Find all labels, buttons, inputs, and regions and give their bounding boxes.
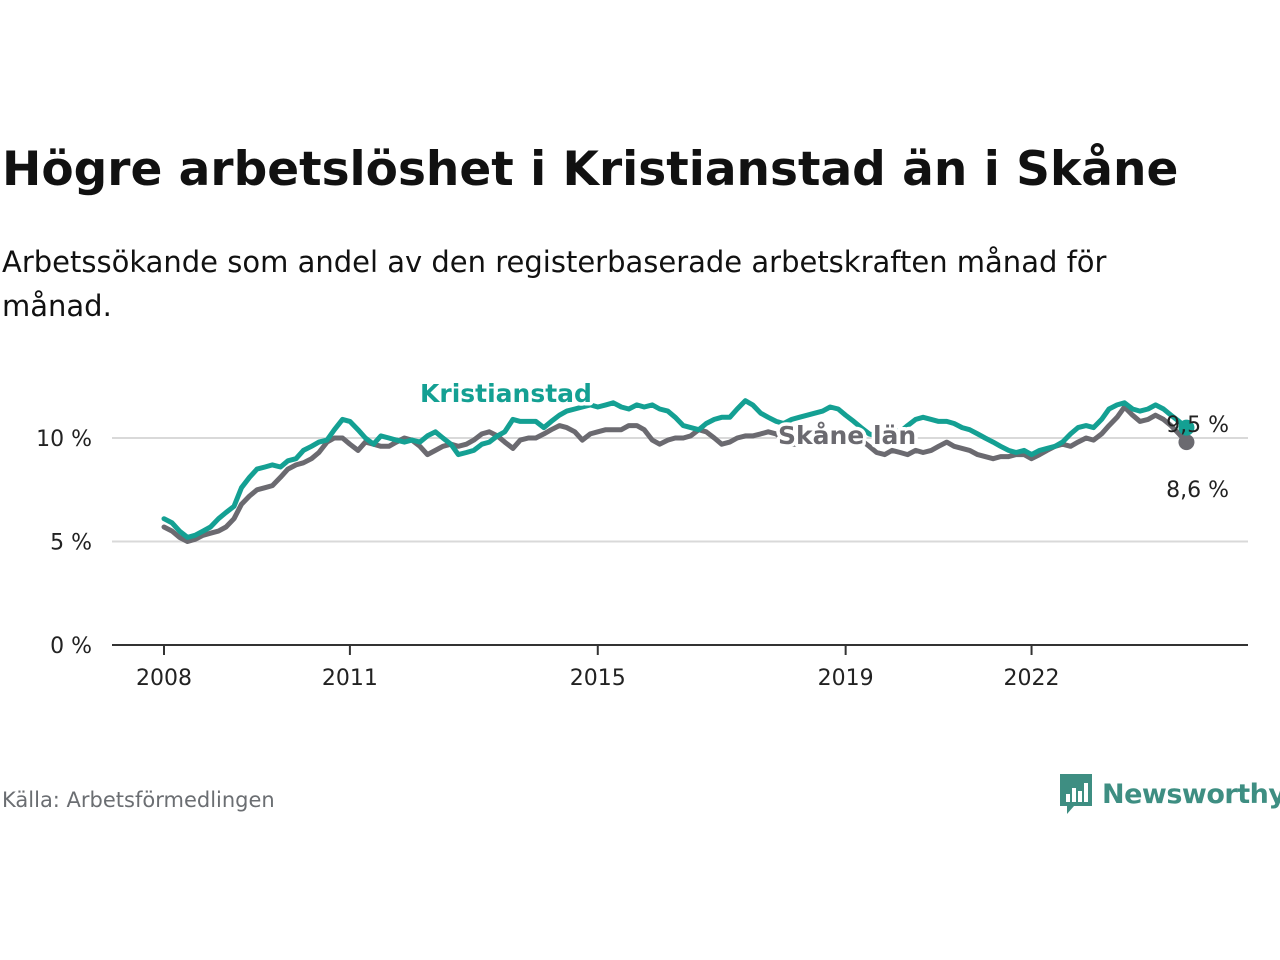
series-line-1	[161, 404, 1189, 544]
y-tick-label: 5 %	[50, 531, 92, 556]
source-note: Källa: Arbetsförmedlingen	[2, 788, 275, 812]
x-tick-label: 2015	[570, 666, 626, 691]
y-tick-label: 10 %	[36, 427, 92, 452]
series-end-value-label: 9,5 %	[1166, 413, 1229, 438]
series-line-0	[161, 398, 1189, 540]
x-tick-label: 2008	[136, 666, 192, 691]
x-tick-label: 2022	[1004, 666, 1060, 691]
chart-title: Högre arbetslöshet i Kristianstad än i S…	[2, 142, 1179, 197]
series-lines	[161, 398, 1195, 544]
series-end-value-label: 8,6 %	[1166, 478, 1229, 503]
series-label-halo: Kristianstad	[420, 379, 592, 408]
brand-logo: Newsworthy	[1058, 772, 1280, 816]
series-end-point	[1178, 434, 1195, 451]
x-axis: 2008 2011 2015 2019 2022	[112, 644, 1248, 691]
series-label-halo: Skåne län	[778, 421, 916, 450]
chart-subtitle: Arbetssökande som andel av den registerb…	[2, 245, 1107, 323]
grid-lines	[112, 437, 1248, 543]
y-tick-label: 0 %	[50, 634, 92, 659]
series-end-point	[1178, 419, 1195, 436]
series-name-label: Kristianstad	[420, 379, 592, 408]
series-name-label: Skåne län	[778, 421, 916, 450]
x-tick-label: 2019	[818, 666, 874, 691]
y-axis-labels: 0 % 5 % 10 %	[36, 427, 92, 659]
x-tick-label: 2011	[322, 666, 378, 691]
bar-chart-icon	[1060, 774, 1092, 814]
brand-name: Newsworthy	[1102, 778, 1280, 810]
